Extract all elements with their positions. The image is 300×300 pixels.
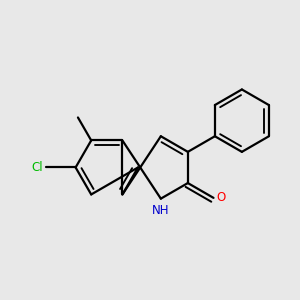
Text: O: O [216,191,226,204]
Text: NH: NH [152,204,169,217]
Text: Cl: Cl [31,161,43,174]
